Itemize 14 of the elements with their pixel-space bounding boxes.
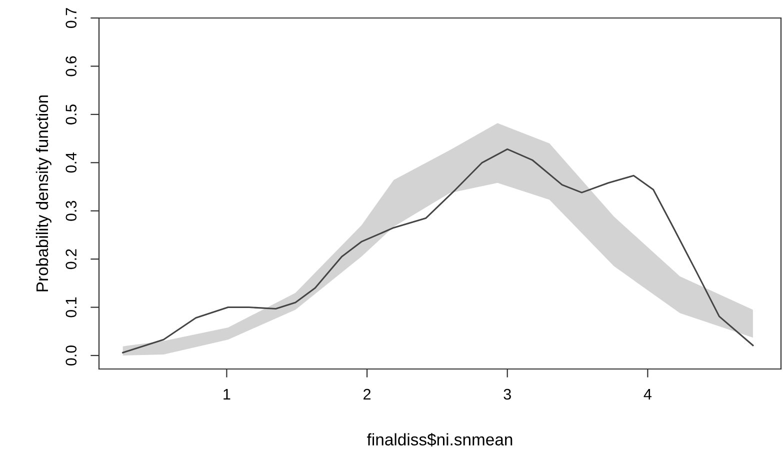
y-tick-label: 0.4 [66,152,77,173]
y-tick-label: 0.1 [66,297,77,318]
x-tick-label: 1 [224,389,230,400]
y-tick-label: 0.3 [66,200,77,221]
y-tick-label: 0.6 [66,56,77,76]
y-tick-label: 0.5 [66,104,77,124]
x-tick-label: 2 [364,388,371,400]
x-tick-label: 3 [504,388,511,400]
y-axis-title: Probability density function [36,95,52,292]
x-axis-title: finaldiss$ni.snmean [367,432,512,446]
y-tick-label: 0.2 [66,249,77,270]
y-tick-label: 0.7 [66,8,77,28]
x-tick-label: 4 [644,389,652,400]
y-tick-label: 0.0 [66,345,77,366]
